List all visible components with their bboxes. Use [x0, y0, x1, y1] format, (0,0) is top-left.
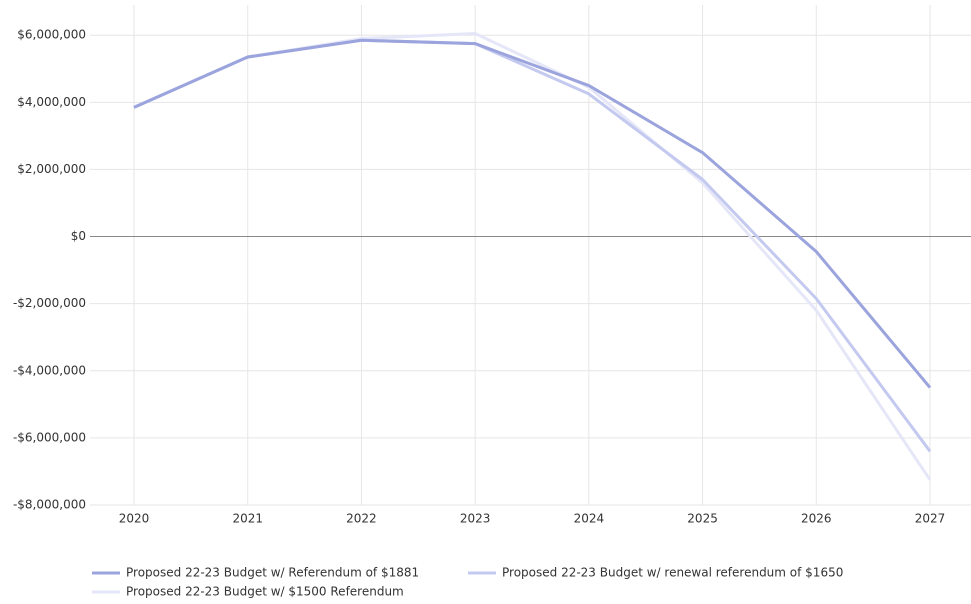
y-tick-label: $6,000,000: [17, 28, 86, 42]
legend-label: Proposed 22-23 Budget w/ renewal referen…: [502, 566, 843, 580]
x-tick-label: 2023: [460, 512, 491, 526]
x-tick-label: 2021: [232, 512, 263, 526]
y-tick-label: -$8,000,000: [13, 498, 86, 512]
y-tick-label: $2,000,000: [17, 162, 86, 176]
x-tick-label: 2020: [119, 512, 150, 526]
x-tick-label: 2027: [915, 512, 946, 526]
y-tick-label: -$4,000,000: [13, 363, 86, 377]
x-tick-label: 2025: [687, 512, 718, 526]
y-tick-label: $4,000,000: [17, 95, 86, 109]
line: [133, 38, 932, 389]
line: [133, 32, 932, 481]
x-tick-label: 2026: [801, 512, 832, 526]
legend-label: Proposed 22-23 Budget w/ $1500 Referendu…: [126, 585, 404, 599]
x-tick-label: 2022: [346, 512, 377, 526]
y-tick-label: -$6,000,000: [13, 430, 86, 444]
y-tick-label: $0: [71, 229, 86, 243]
y-tick-label: -$2,000,000: [13, 296, 86, 310]
x-tick-label: 2024: [574, 512, 605, 526]
legend-label: Proposed 22-23 Budget w/ Referendum of $…: [126, 566, 419, 580]
